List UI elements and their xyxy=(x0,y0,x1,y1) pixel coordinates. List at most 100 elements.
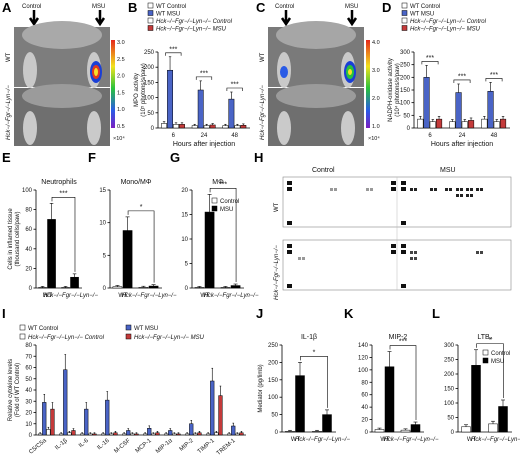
bar xyxy=(59,433,64,436)
cytokine-spot xyxy=(470,194,473,197)
legend-item: Hck−/−Fgr−/−Lyn−/− Control xyxy=(28,335,105,341)
bar xyxy=(285,431,295,433)
y-tick-label: 40 xyxy=(25,247,32,253)
y-tick-label: 150 xyxy=(400,88,411,94)
y-tick-label: 120 xyxy=(358,355,369,361)
bar xyxy=(228,98,235,129)
chart-d-nadph-oxidase: 0 50 100 150 200 250 300 6 24 48 *** *** *** Hours af… xyxy=(388,2,510,148)
x-tick-label: WT xyxy=(380,437,390,443)
bar xyxy=(197,432,202,436)
cytokine-spot xyxy=(445,188,448,191)
bar xyxy=(147,428,152,436)
reference-spot xyxy=(287,284,292,288)
cytokine-spot xyxy=(430,188,433,191)
arrow-down-icon xyxy=(346,10,358,27)
y-tick-label: 100 xyxy=(144,96,155,102)
bar xyxy=(488,423,498,433)
bar xyxy=(423,77,430,129)
y-tick-label: 250 xyxy=(400,63,411,69)
legend-swatch xyxy=(19,324,26,331)
bar xyxy=(231,425,236,436)
y-axis-label: Cells in inflamed tissue xyxy=(8,208,14,270)
panel-label-g: G xyxy=(170,150,180,165)
imaging-panel-a: Control MSU WT Hck−/−Fgr−/−Lyn−/− 3.0 2.5… xyxy=(6,4,125,146)
panel-label-b: B xyxy=(128,0,137,15)
chart-title: Neutrophils xyxy=(41,179,77,186)
bar xyxy=(92,433,97,436)
legend-item: MSU xyxy=(220,207,233,213)
bar xyxy=(222,125,229,129)
significance-label: * xyxy=(489,337,492,344)
y-tick-label: 10 xyxy=(181,237,188,243)
bar xyxy=(214,432,219,436)
legend-item: Hck−/−Fgr−/−Lyn−/− MSU xyxy=(156,27,227,33)
arrow-label-control: Control xyxy=(275,4,294,10)
y-tick-label: 50 xyxy=(147,111,154,117)
arrow-label-msu: MSU xyxy=(92,4,105,10)
bar xyxy=(400,429,411,433)
row-label-ko: Hck−/−Fgr−/−Lyn−/− xyxy=(274,245,280,300)
legend-item: Hck−/−Fgr−/−Lyn−/− MSU xyxy=(410,27,481,33)
bar xyxy=(50,408,55,436)
reference-spot xyxy=(287,187,292,191)
bar xyxy=(417,118,424,129)
y-tick-label: 15 xyxy=(99,188,106,194)
x-tick-label: WT xyxy=(200,293,210,299)
legend-swatch xyxy=(401,17,408,24)
bar xyxy=(126,430,131,436)
bar xyxy=(143,433,148,436)
cytokine-spot xyxy=(466,194,469,197)
y-tick-label: 50 xyxy=(271,413,278,419)
bar xyxy=(461,426,471,433)
colorbar-tick-label: 1.5 xyxy=(117,90,125,96)
y-tick-label: 0 xyxy=(451,430,455,436)
cytokine-spot xyxy=(456,194,459,197)
reference-spot xyxy=(401,244,406,248)
bar xyxy=(239,432,244,436)
imaging-panel-c: Control MSU WT Hck−/−Fgr−/−Lyn−/− 4.0 3.0… xyxy=(260,4,380,146)
y-tick-label: 200 xyxy=(400,75,411,81)
bar xyxy=(172,433,177,436)
bar xyxy=(173,124,179,129)
significance-label: * xyxy=(313,349,316,356)
reference-spot xyxy=(287,221,292,225)
reference-spot xyxy=(391,187,396,191)
x-tick-label: Hck−/−Fgr−/−Lyn−/− xyxy=(122,293,177,299)
bar xyxy=(46,429,51,436)
bar xyxy=(210,380,215,436)
bar xyxy=(164,433,169,436)
y-tick-label: 150 xyxy=(444,387,455,393)
cytokine-spot xyxy=(302,257,305,260)
bar xyxy=(499,118,507,129)
legend-swatch xyxy=(401,2,408,9)
y-axis-unit: (thousand cells/paw) xyxy=(15,211,21,266)
bar xyxy=(384,366,395,433)
significance-label: *** xyxy=(399,339,407,346)
chart-title: MIP-2 xyxy=(389,334,408,341)
y-tick-label: 30 xyxy=(25,399,32,405)
significance-label: *** xyxy=(426,55,434,62)
bar xyxy=(498,406,508,433)
arrow-down-icon xyxy=(280,10,292,27)
colorbar-tick-label: 1.0 xyxy=(372,124,380,130)
x-tick-label: Hck−/−Fgr−/−Lyn−/− xyxy=(43,293,98,299)
y-tick-label: 60 xyxy=(25,227,32,233)
bar xyxy=(42,402,47,436)
bar xyxy=(471,365,481,433)
arrow-label-msu: MSU xyxy=(345,4,358,10)
x-tick-label: WT xyxy=(118,293,128,299)
x-tick-label: M-CSF xyxy=(113,438,132,455)
panel-label-j: J xyxy=(256,306,263,321)
bar xyxy=(197,89,204,129)
y-tick-label: 140 xyxy=(358,343,369,349)
x-axis-label: Hours after injection xyxy=(431,141,493,148)
reference-spot xyxy=(391,244,396,248)
legend-swatch xyxy=(211,205,218,212)
significance-label: *** xyxy=(200,70,208,77)
legend-swatch xyxy=(482,357,489,364)
y-tick-label: 300 xyxy=(444,343,455,349)
significance-bracket xyxy=(300,356,328,408)
